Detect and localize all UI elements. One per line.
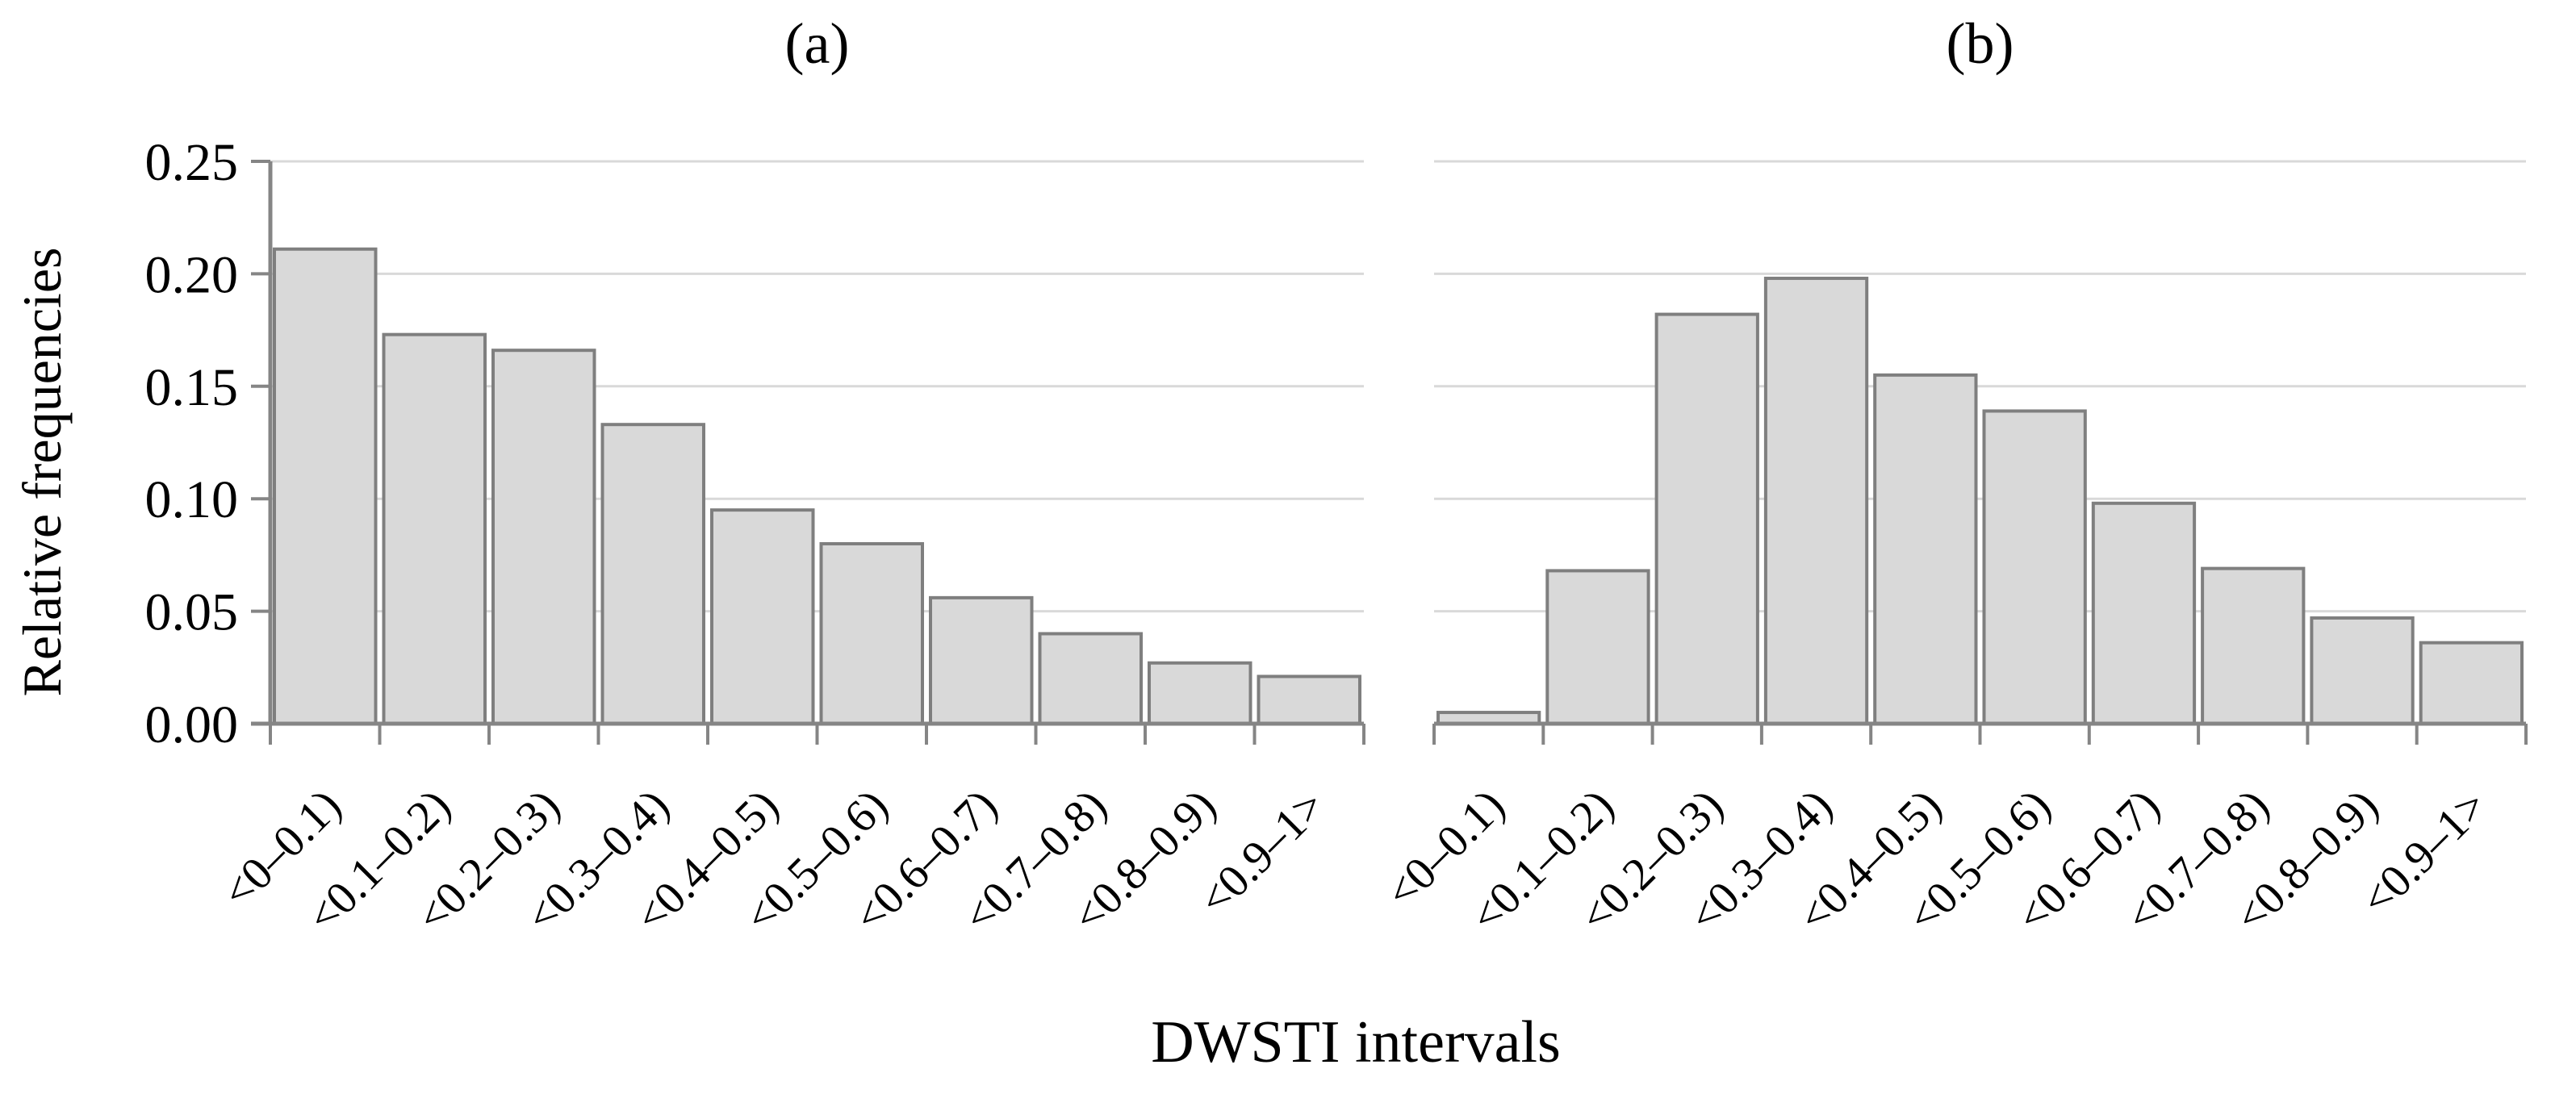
y-tick-label: 0.15 bbox=[145, 358, 239, 417]
bar-a-8 bbox=[1038, 632, 1143, 725]
bar-b-9 bbox=[2310, 616, 2415, 725]
bar-b-4 bbox=[1763, 276, 1869, 725]
x-axis-label: DWSTI intervals bbox=[1151, 1009, 1561, 1075]
panel-a-title: (a) bbox=[784, 11, 850, 76]
y-tick-label: 0.10 bbox=[145, 470, 239, 529]
bar-a-6 bbox=[819, 541, 924, 726]
y-tick-label: 0.20 bbox=[145, 245, 239, 304]
bar-a-4 bbox=[600, 423, 705, 725]
bar-a-9 bbox=[1148, 661, 1252, 725]
bar-b-7 bbox=[2091, 501, 2197, 725]
bar-b-10 bbox=[2419, 641, 2524, 726]
bar-b-3 bbox=[1654, 312, 1759, 725]
y-tick-label: 0.05 bbox=[145, 583, 239, 642]
bar-a-2 bbox=[382, 332, 487, 725]
bar-b-8 bbox=[2201, 566, 2306, 725]
bar-a-1 bbox=[273, 247, 378, 725]
bar-a-3 bbox=[491, 349, 596, 725]
bar-b-5 bbox=[1873, 373, 1978, 725]
bar-a-7 bbox=[929, 595, 1034, 726]
y-tick-label: 0.25 bbox=[145, 133, 239, 192]
bar-a-5 bbox=[710, 508, 815, 725]
panel-b-title: (b) bbox=[1946, 11, 2014, 76]
bar-b-2 bbox=[1545, 569, 1650, 726]
bar-a-10 bbox=[1257, 674, 1361, 726]
y-tick-label: 0.00 bbox=[145, 695, 239, 754]
bar-b-6 bbox=[1982, 409, 2087, 725]
chart-panel-b: <0–0.1)<0.1–0.2)<0.2–0.3)<0.3–0.4)<0.4–0… bbox=[1376, 160, 2528, 942]
chart-panel-a: 0.000.050.100.150.200.25<0–0.1)<0.1–0.2)… bbox=[145, 133, 1365, 942]
